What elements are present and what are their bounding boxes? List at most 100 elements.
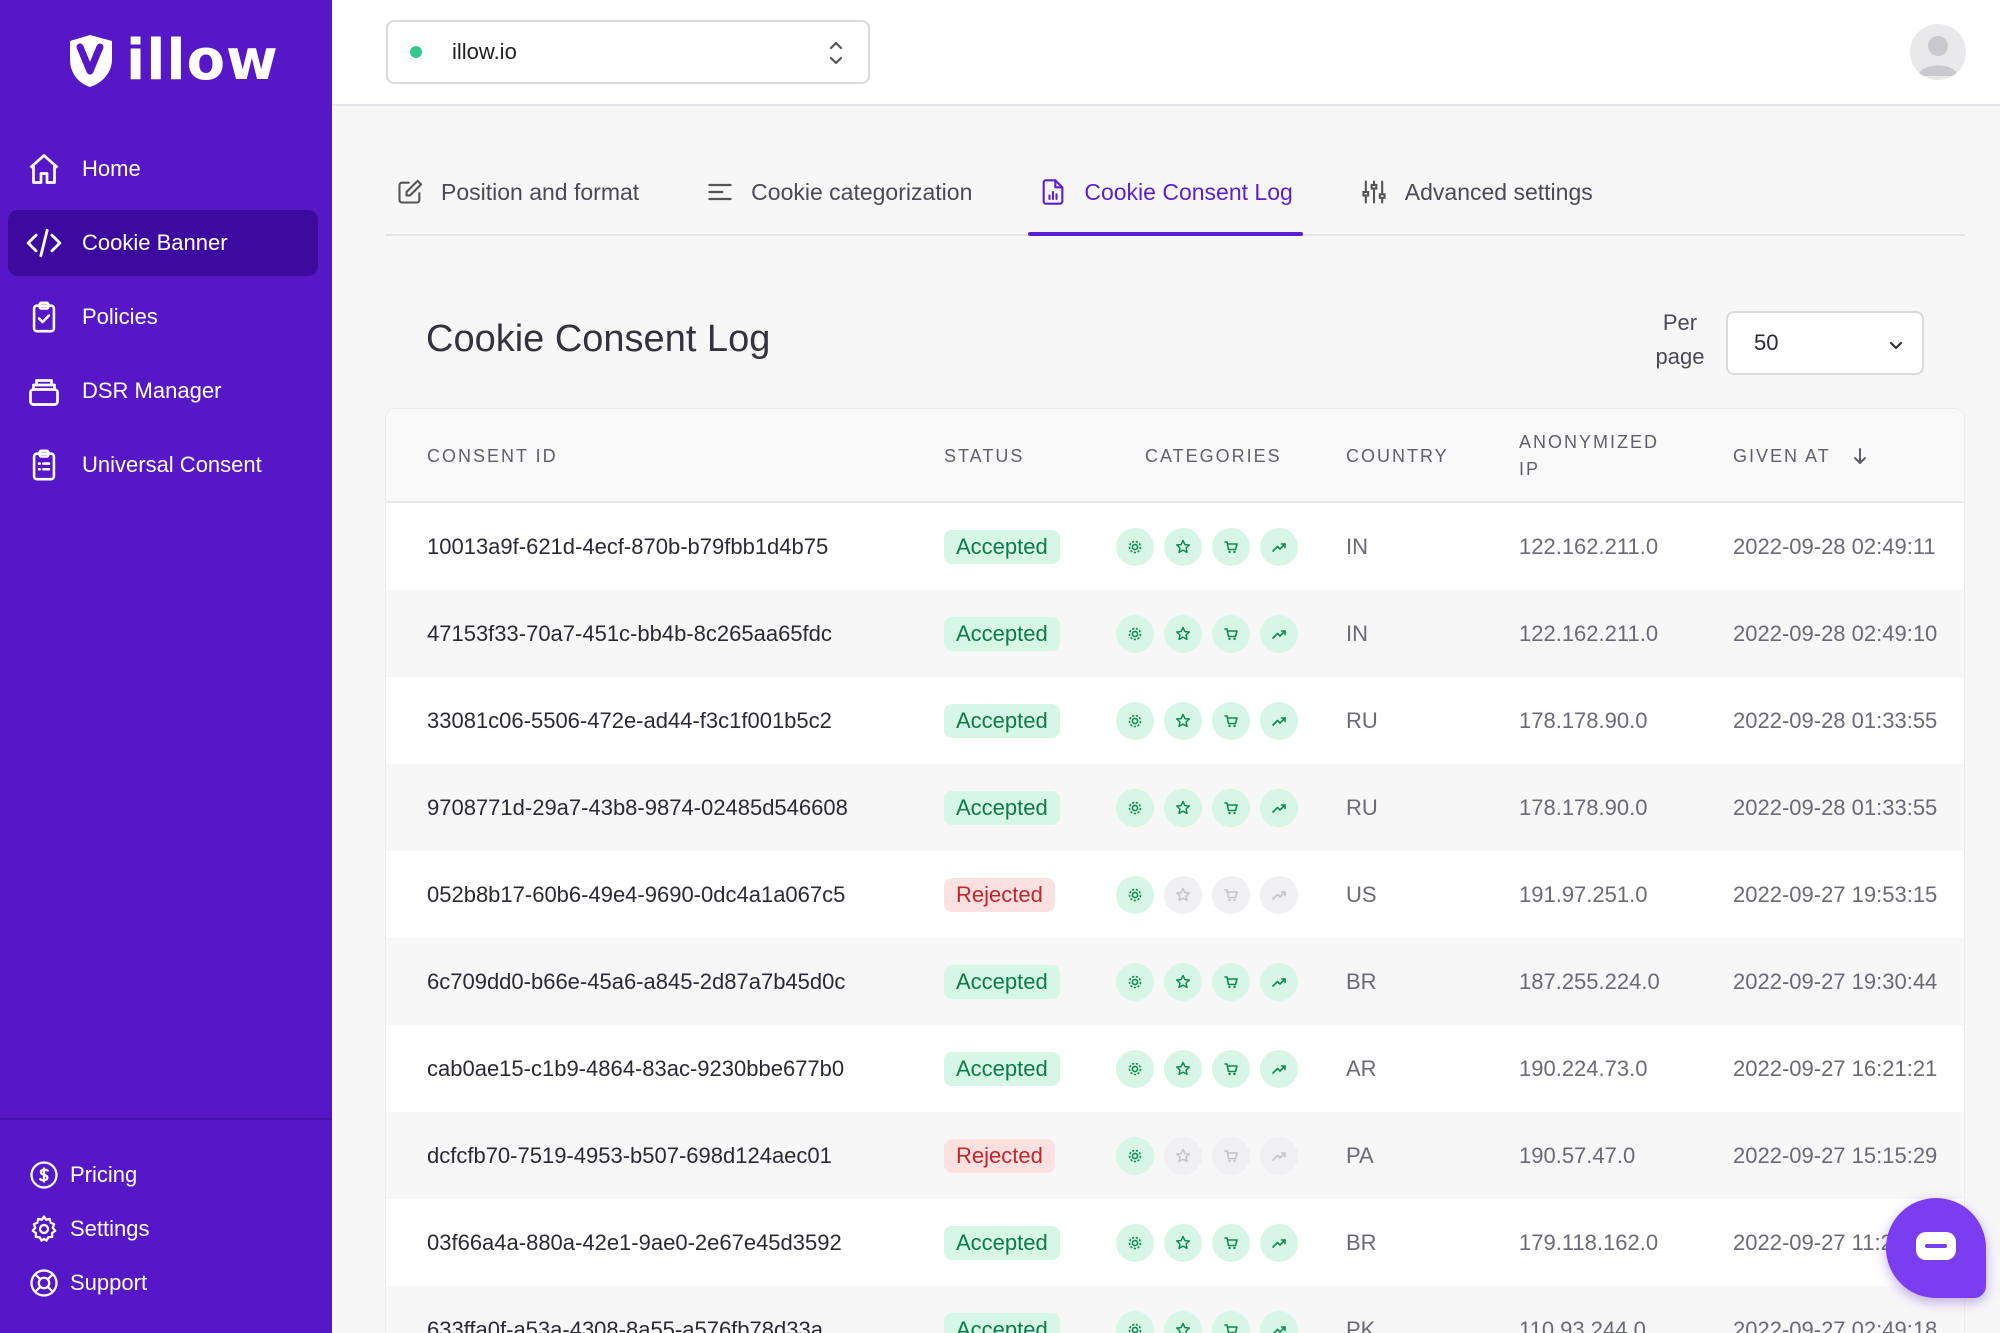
- cart-icon: [1212, 962, 1250, 1001]
- table-row[interactable]: 10013a9f-621d-4ecf-870b-b79fbb1d4b75 Acce…: [386, 503, 1964, 590]
- sidebar-nav: Home Cookie Banner Policies DSR Manager …: [8, 136, 318, 506]
- status-badge: Accepted: [944, 964, 1060, 999]
- user-avatar[interactable]: [1910, 24, 1966, 80]
- table-row[interactable]: cab0ae15-c1b9-4864-83ac-9230bbe677b0 Acce…: [386, 1025, 1964, 1112]
- categories-cell: [1116, 851, 1298, 938]
- given-at-cell: 2022-09-27 16:21:21: [1733, 1055, 1938, 1081]
- status-cell: Accepted: [944, 590, 1060, 677]
- settings-tabs: Position and format Cookie categorizatio…: [385, 150, 1965, 236]
- site-name: illow.io: [452, 39, 517, 64]
- cart-icon: [1212, 875, 1250, 914]
- cog-category-icon: [1116, 614, 1154, 653]
- site-selector[interactable]: illow.io: [386, 20, 870, 84]
- table-row[interactable]: dcfcfb70-7519-4953-b507-698d124aec01 Reje…: [386, 1112, 1964, 1199]
- category-icons: [1116, 788, 1298, 827]
- category-icons: [1116, 875, 1298, 914]
- trending-up-icon: [1260, 701, 1298, 740]
- category-icons: [1116, 701, 1298, 740]
- country-cell: IN: [1346, 533, 1368, 559]
- status-badge: Accepted: [944, 1312, 1060, 1333]
- tab-cookie-consent-log[interactable]: Cookie Consent Log: [1028, 150, 1304, 236]
- consent-id-cell: 9708771d-29a7-43b8-9874-02485d546608: [427, 794, 848, 820]
- consent-id-cell: 33081c06-5506-472e-ad44-f3c1f001b5c2: [427, 707, 832, 733]
- ip-cell: 191.97.251.0: [1519, 881, 1648, 907]
- category-icons: [1116, 1223, 1298, 1262]
- given-at-cell: 2022-09-27 19:53:15: [1733, 881, 1938, 907]
- given-at-cell: 2022-09-27 11:2: [1733, 1229, 1893, 1255]
- cog-category-icon: [1116, 962, 1154, 1001]
- per-page-select[interactable]: 50: [1726, 311, 1924, 375]
- table-row[interactable]: 052b8b17-60b6-49e4-9690-0dc4a1a067c5 Reje…: [386, 851, 1964, 938]
- tab-position-and-format[interactable]: Position and format: [385, 150, 649, 234]
- table-row[interactable]: 633ffa0f-a53a-4308-8a55-a576fb78d33a Acce…: [386, 1286, 1964, 1333]
- table-row[interactable]: 33081c06-5506-472e-ad44-f3c1f001b5c2 Acce…: [386, 677, 1964, 764]
- status-badge: Rejected: [944, 1138, 1055, 1173]
- status-cell: Rejected: [944, 1112, 1055, 1199]
- column-header-categories[interactable]: CATEGORIES: [1145, 445, 1282, 466]
- sidebar-item-dsr-manager[interactable]: DSR Manager: [8, 358, 318, 424]
- column-header-consent-id[interactable]: CONSENT ID: [427, 445, 558, 466]
- given-at-cell: 2022-09-27 02:49:18: [1733, 1316, 1938, 1333]
- sidebar-item-cookie-banner[interactable]: Cookie Banner: [8, 210, 318, 276]
- tab-advanced-settings[interactable]: Advanced settings: [1349, 150, 1603, 234]
- sidebar-item-home[interactable]: Home: [8, 136, 318, 202]
- categories-cell: [1116, 1025, 1298, 1112]
- status-badge: Accepted: [944, 703, 1060, 738]
- code-icon: [24, 223, 64, 263]
- column-header-given-at[interactable]: GIVEN AT: [1733, 409, 1869, 503]
- logo[interactable]: illow: [66, 28, 279, 93]
- column-header-anonymized-ip[interactable]: ANONYMIZED IP: [1519, 409, 1659, 503]
- sidebar-item-universal-consent[interactable]: Universal Consent: [8, 432, 318, 498]
- category-icons: [1116, 962, 1298, 1001]
- categories-cell: [1116, 938, 1298, 1025]
- sliders-icon: [1359, 177, 1389, 207]
- ip-cell: 179.118.162.0: [1519, 1229, 1659, 1255]
- sidebar-item-policies[interactable]: Policies: [8, 284, 318, 350]
- lifebuoy-icon: [28, 1267, 60, 1299]
- table-row[interactable]: 03f66a4a-880a-42e1-9ae0-2e67e45d3592 Acce…: [386, 1199, 1964, 1286]
- trending-up-icon: [1260, 788, 1298, 827]
- site-status-dot: [410, 46, 422, 58]
- trending-up-icon: [1260, 1223, 1298, 1262]
- table-body: 10013a9f-621d-4ecf-870b-b79fbb1d4b75 Acce…: [386, 503, 1964, 1333]
- sidebar-item-pricing[interactable]: Pricing: [28, 1148, 150, 1202]
- cart-icon: [1212, 788, 1250, 827]
- per-page-label-line2: page: [1655, 344, 1705, 369]
- trending-up-icon: [1260, 875, 1298, 914]
- column-header-anonymized-ip-line2: IP: [1519, 459, 1541, 479]
- consent-id-cell: dcfcfb70-7519-4953-b507-698d124aec01: [427, 1142, 832, 1168]
- dollar-icon: [28, 1159, 60, 1191]
- table-row[interactable]: 9708771d-29a7-43b8-9874-02485d546608 Acce…: [386, 764, 1964, 851]
- sidebar-divider: [0, 1118, 332, 1120]
- cog-category-icon: [1116, 1049, 1154, 1088]
- sidebar-item-support[interactable]: Support: [28, 1256, 150, 1310]
- column-header-status[interactable]: STATUS: [944, 445, 1025, 466]
- tab-cookie-categorization[interactable]: Cookie categorization: [695, 150, 982, 234]
- table-header: CONSENT ID STATUS CATEGORIES COUNTRY ANO…: [386, 409, 1964, 503]
- table-row[interactable]: 6c709dd0-b66e-45a6-a845-2d87a7b45d0c Acce…: [386, 938, 1964, 1025]
- country-cell: AR: [1346, 1055, 1377, 1081]
- tab-label: Position and format: [441, 178, 640, 205]
- star-icon: [1164, 1136, 1202, 1175]
- star-icon: [1164, 875, 1202, 914]
- chevron-up-down-icon: [829, 41, 843, 65]
- sidebar-item-label: Support: [70, 1270, 148, 1295]
- star-icon: [1164, 614, 1202, 653]
- star-icon: [1164, 1310, 1202, 1333]
- per-page-label-line1: Per: [1662, 310, 1698, 335]
- status-badge: Rejected: [944, 877, 1055, 912]
- sidebar-item-label: Home: [82, 156, 141, 181]
- status-cell: Accepted: [944, 1286, 1060, 1333]
- per-page-value: 50: [1754, 330, 1779, 355]
- cog-category-icon: [1116, 701, 1154, 740]
- table-row[interactable]: 47153f33-70a7-451c-bb4b-8c265aa65fdc Acce…: [386, 590, 1964, 677]
- clipboard-list-icon: [24, 445, 64, 485]
- ip-cell: 190.57.47.0: [1519, 1142, 1636, 1168]
- chat-widget-button[interactable]: [1886, 1198, 1986, 1298]
- column-header-country[interactable]: COUNTRY: [1346, 445, 1449, 466]
- chevron-down-icon: [1889, 341, 1903, 350]
- sidebar-item-settings[interactable]: Settings: [28, 1202, 150, 1256]
- category-icons: [1116, 1310, 1298, 1333]
- categories-cell: [1116, 677, 1298, 764]
- chat-icon: [1916, 1232, 1956, 1260]
